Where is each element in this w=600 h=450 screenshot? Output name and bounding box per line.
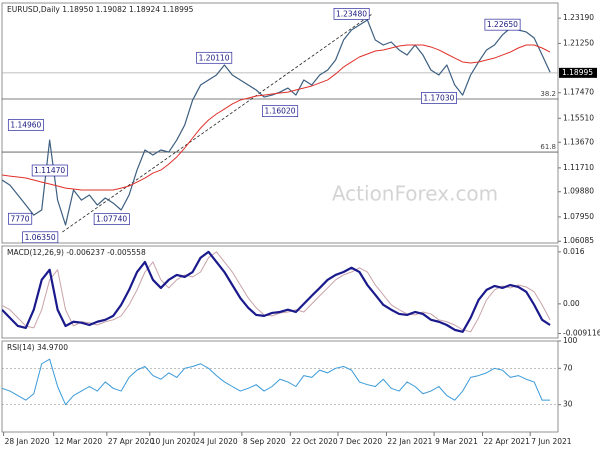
series-line [2, 251, 551, 333]
annotation-box [420, 92, 457, 104]
x-tick-label: 9 Mar 2021 [435, 437, 478, 446]
panel-frame [1, 245, 559, 339]
current-price-label: 1.18995 [562, 68, 593, 77]
y-tick-label: 1.06085 [563, 236, 594, 245]
x-tick-label: 28 Jan 2020 [5, 437, 50, 446]
annotation-label: 1.23480 [336, 9, 367, 18]
panel-title: EURUSD,Daily 1.18950 1.19082 1.18924 1.1… [7, 5, 194, 14]
annotation-box [196, 51, 233, 64]
y-tick-label: 1.21250 [563, 38, 594, 47]
x-tick-label: 22 Apr 2021 [484, 437, 531, 446]
y-tick-label: 1.11710 [563, 163, 594, 172]
annotation-label: 1.07740 [96, 215, 127, 224]
annotation-box [333, 7, 370, 20]
y-tick-label: 1.13670 [563, 137, 594, 146]
panel-frame [1, 340, 559, 433]
plot-area [2, 250, 551, 333]
x-tick-label: 24 Jul 2020 [195, 437, 238, 446]
x-tick-label: 27 Apr 2020 [108, 437, 155, 446]
annotation-label: 1.06350 [25, 233, 56, 242]
annotation-label: 1.11470 [34, 166, 65, 175]
y-tick-label: 0.016 [563, 247, 585, 256]
annotation-box [8, 212, 33, 225]
y-tick-label: 1.17470 [563, 88, 594, 97]
x-tick-label: 12 Mar 2020 [55, 437, 103, 446]
y-tick-label: 70 [563, 363, 573, 372]
plot-area [2, 341, 558, 406]
x-tick-label: 8 Sep 2020 [243, 437, 286, 446]
panel-title: RSI(14) 34.9700 [7, 343, 68, 352]
y-tick-label: 100 [563, 336, 578, 345]
annotation-box [93, 213, 130, 226]
annotation-box [22, 231, 59, 243]
x-tick-label: 7 Dec 2020 [339, 437, 382, 446]
series-line [2, 250, 551, 333]
x-tick-label: 10 Jun 2020 [151, 437, 196, 446]
y-tick-label: -0.009116 [563, 329, 600, 338]
level-label: 38.2 [540, 90, 556, 98]
annotation-label: 1.16020 [264, 107, 295, 116]
y-tick-label: 1.09880 [563, 187, 594, 196]
annotation-box [7, 119, 44, 131]
current-price-box [559, 67, 597, 78]
series-line [2, 358, 551, 406]
annotation-label: 1.14960 [10, 120, 41, 129]
series-line [2, 44, 551, 191]
y-tick-label: 0.00 [563, 299, 580, 308]
panel-title: MACD(12,26,9) -0.006237 -0.005558 [7, 248, 146, 257]
x-tick-label: 22 Oct 2020 [291, 437, 338, 446]
x-tick-label: 7 Jun 2021 [531, 437, 572, 446]
x-tick-label: 22 Jan 2021 [387, 437, 432, 446]
plot-area: ActionForex.com 38.2 61.8 1.23480 1.22650 1.2… [2, 7, 558, 243]
y-tick-label: 1.23190 [563, 13, 594, 22]
panel-frame [1, 2, 559, 244]
annotation-box [484, 18, 521, 31]
y-tick-label: 1.15510 [563, 113, 594, 122]
annotation-label: 1.22650 [487, 20, 518, 29]
watermark: ActionForex.com [332, 182, 498, 206]
annotation-label: 1.17030 [423, 93, 454, 102]
y-tick-label: 1.07950 [563, 212, 594, 221]
y-tick-label: 30 [563, 400, 573, 409]
annotation-label: 7770 [10, 214, 29, 223]
trendline [62, 13, 373, 233]
annotation-box [262, 105, 299, 118]
annotation-box [31, 164, 68, 177]
annotation-label: 1.20110 [199, 53, 230, 62]
level-label: 61.8 [540, 143, 556, 151]
